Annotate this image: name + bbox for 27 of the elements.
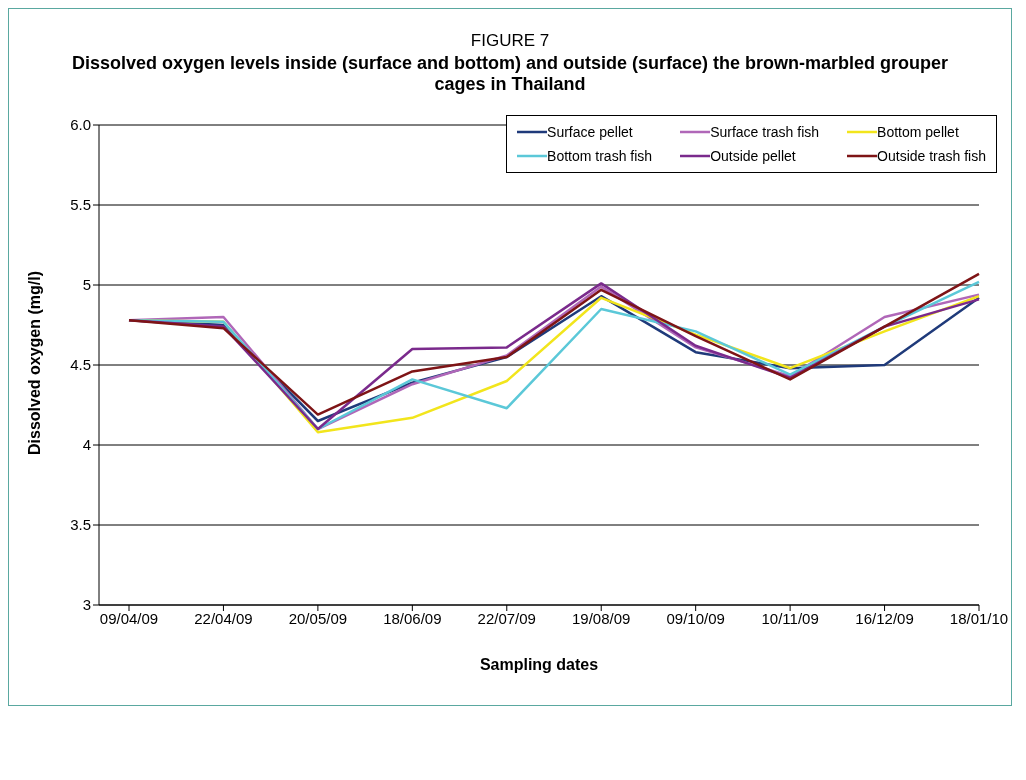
legend-label: Outside pellet [710,148,796,164]
legend-label: Bottom pellet [877,124,959,140]
x-tick-label: 22/04/09 [194,609,253,627]
x-tick-label: 09/04/09 [99,609,159,627]
y-tick-label: 3.5 [70,516,91,534]
x-tick-label: 16/12/09 [855,609,914,627]
x-tick-label: 09/10/09 [666,609,725,627]
y-tick-label: 4 [82,436,91,454]
y-tick-label: 6.0 [70,116,91,134]
y-tick-label: 3 [82,596,91,614]
x-tick-label: 22/07/09 [477,609,536,627]
x-tick-label: 20/05/09 [288,609,348,627]
x-tick-label: 18/06/09 [383,609,442,627]
legend-label: Surface pellet [547,124,633,140]
x-tick-label: 19/08/09 [572,609,631,627]
y-tick-label: 4.5 [70,356,91,374]
x-tick-label: 10/11/09 [761,609,819,627]
legend-label: Surface trash fish [710,124,820,140]
y-tick-label: 5.5 [70,196,91,214]
x-axis-title: Sampling dates [479,656,599,673]
x-tick-label: 18/01/10 [949,609,1009,627]
chart-subtitle: Dissolved oxygen levels inside (surface and bottom) and outside (surface) the brown-marbled grouper cages in Thailand [70,53,950,95]
y-axis-title: Dissolved oxygen (mg/l) [25,270,43,455]
legend-label: Outside trash fish [877,148,986,164]
y-tick-label: 5 [82,276,91,294]
legend-label: Bottom trash fish [547,148,653,164]
chart-title: FIGURE 7 [469,31,551,51]
